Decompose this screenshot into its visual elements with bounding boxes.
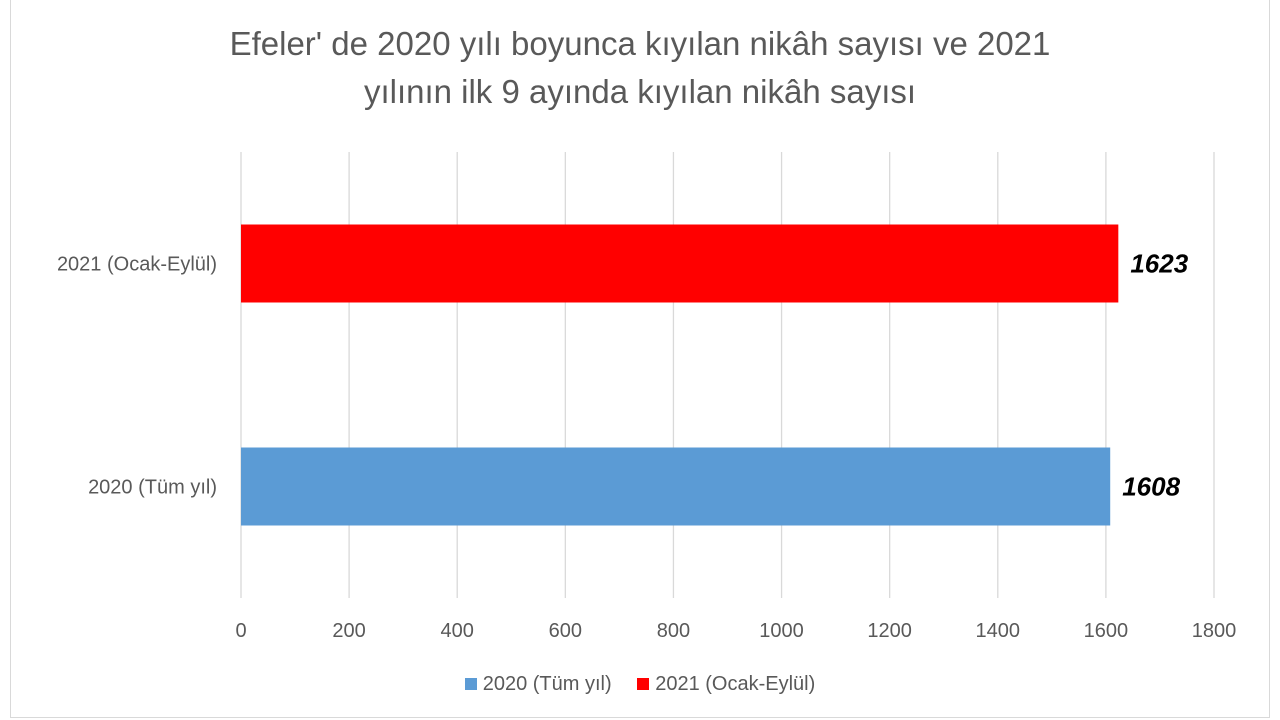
y-category-label-2020: 2020 (Tüm yıl) [88,477,217,499]
x-tick-label-1000: 1000 [759,620,804,642]
chart-title-line-1: Efeler' de 2020 yılı boyunca kıyılan nik… [229,25,1051,62]
y-category-label-2021: 2021 (Ocak-Eylül) [57,254,217,276]
x-tick-label-400: 400 [441,620,474,642]
bar-2021 [241,224,1119,303]
x-tick-label-1600: 1600 [1084,620,1129,642]
x-tick-label-1800: 1800 [1192,620,1237,642]
x-tick-label-600: 600 [549,620,582,642]
chart-title: Efeler' de 2020 yılı boyunca kıyılan nik… [0,20,1280,116]
x-tick-label-800: 800 [657,620,690,642]
x-tick-label-0: 0 [235,620,246,642]
x-tick-label-1200: 1200 [867,620,912,642]
legend-label-2021: 2021 (Ocak-Eylül) [655,673,816,695]
data-label-2020: 1608 [1122,472,1180,502]
legend-label-2020: 2020 (Tüm yıl) [482,673,612,695]
x-tick-label-200: 200 [332,620,365,642]
data-label-2021: 1623 [1130,249,1188,279]
x-tick-label-1400: 1400 [976,620,1021,642]
chart-title-line-2: yılının ilk 9 ayında kıyılan nikâh sayıs… [363,73,917,110]
legend-item-2021: 2021 (Ocak-Eylül) [637,673,815,696]
legend-swatch-2020 [464,678,477,690]
legend-item-2020: 2020 (Tüm yıl) [464,673,612,696]
legend: 2020 (Tüm yıl) 2021 (Ocak-Eylül) [0,673,1280,696]
chart-frame [10,0,1270,718]
bar-2020 [241,447,1111,526]
legend-swatch-2021 [637,678,650,690]
